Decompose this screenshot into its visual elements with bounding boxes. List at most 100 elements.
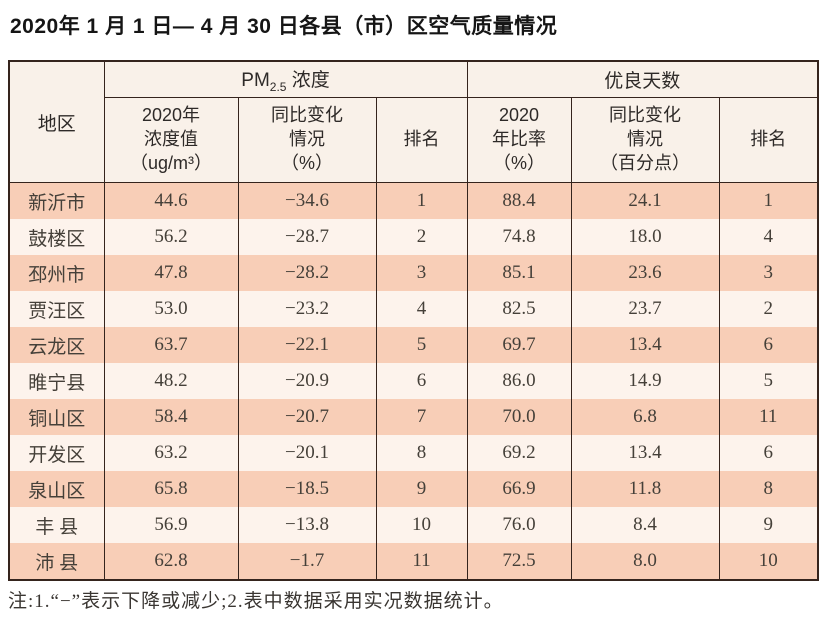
column-header-region: 地区 [8,60,105,183]
good-change-cell: 8.0 [570,543,720,580]
good-change-cell: 13.4 [570,327,720,363]
table-header: 地区 PM2.5 浓度 优良天数 2020年 浓度值 （ug/m³） 同比变化 … [8,60,819,183]
pm-change-cell: −34.6 [237,182,377,219]
table-row: 泉山区 65.8 −18.5 9 66.9 11.8 8 [8,471,819,507]
good-rate-cell: 69.2 [466,435,572,471]
pm-change-cell: −23.2 [237,291,377,327]
table-row: 开发区 63.2 −20.1 8 69.2 13.4 6 [8,435,819,471]
region-cell: 沛 县 [8,543,105,580]
region-cell: 泉山区 [8,471,105,507]
pm-value-cell: 56.2 [103,219,239,255]
good-change-cell: 11.8 [570,471,720,507]
good-rate-cell: 88.4 [466,182,572,219]
good-rate-cell: 76.0 [466,507,572,543]
region-cell: 邳州市 [8,255,105,291]
pm-rank-cell: 11 [375,543,468,580]
pm-label: PM [241,70,270,92]
good-change-cell: 23.6 [570,255,720,291]
good-rate-cell: 70.0 [466,399,572,435]
good-rate-cell: 72.5 [466,543,572,580]
good-change-cell: 8.4 [570,507,720,543]
pm-value-cell: 65.8 [103,471,239,507]
table-row: 贾汪区 53.0 −23.2 4 82.5 23.7 2 [8,291,819,327]
pm-value-cell: 53.0 [103,291,239,327]
good-change-cell: 13.4 [570,435,720,471]
good-change-cell: 24.1 [570,182,720,219]
pm-rank-cell: 9 [375,471,468,507]
good-change-cell: 18.0 [570,219,720,255]
region-cell: 鼓楼区 [8,219,105,255]
column-header-good-change: 同比变化 情况 （百分点） [570,97,720,183]
column-header-good-rank: 排名 [718,97,819,183]
column-header-pm-change: 同比变化 情况 （%） [237,97,377,183]
column-header-good-rate: 2020 年比率 （%） [466,97,572,183]
good-rank-cell: 11 [718,399,819,435]
column-group-pm25: PM2.5 浓度 [103,60,468,98]
region-cell: 开发区 [8,435,105,471]
page-title: 2020年 1 月 1 日— 4 月 30 日各县（市）区空气质量情况 [10,15,558,38]
region-cell: 睢宁县 [8,363,105,399]
footnote: 注:1.“−”表示下降或减少;2.表中数据采用实况数据统计。 [8,591,504,612]
table-body: 新沂市 44.6 −34.6 1 88.4 24.1 1 鼓楼区 56.2 −2… [8,182,819,580]
pm-change-cell: −22.1 [237,327,377,363]
good-change-cell: 23.7 [570,291,720,327]
good-rate-cell: 66.9 [466,471,572,507]
region-cell: 丰 县 [8,507,105,543]
pm-rank-cell: 5 [375,327,468,363]
pm-change-cell: −20.1 [237,435,377,471]
good-rank-cell: 1 [718,182,819,219]
pm-value-cell: 62.8 [103,543,239,580]
air-quality-table: 地区 PM2.5 浓度 优良天数 2020年 浓度值 （ug/m³） 同比变化 … [8,60,820,581]
pm-rank-cell: 10 [375,507,468,543]
pm-rank-cell: 6 [375,363,468,399]
table-row: 云龙区 63.7 −22.1 5 69.7 13.4 6 [8,327,819,363]
good-rank-cell: 2 [718,291,819,327]
column-header-pm-rank: 排名 [375,97,468,183]
good-rank-cell: 6 [718,435,819,471]
table-row: 睢宁县 48.2 −20.9 6 86.0 14.9 5 [8,363,819,399]
pm-group-suffix: 浓度 [286,70,330,92]
good-rank-cell: 8 [718,471,819,507]
pm-value-cell: 63.7 [103,327,239,363]
region-cell: 云龙区 [8,327,105,363]
good-change-cell: 14.9 [570,363,720,399]
table-row: 丰 县 56.9 −13.8 10 76.0 8.4 9 [8,507,819,543]
region-cell: 贾汪区 [8,291,105,327]
pm-value-cell: 58.4 [103,399,239,435]
pm-change-cell: −20.7 [237,399,377,435]
pm-change-cell: −28.7 [237,219,377,255]
good-rate-cell: 85.1 [466,255,572,291]
pm-value-cell: 63.2 [103,435,239,471]
pm-rank-cell: 2 [375,219,468,255]
region-cell: 铜山区 [8,399,105,435]
column-header-pm-value: 2020年 浓度值 （ug/m³） [103,97,239,183]
pm-change-cell: −18.5 [237,471,377,507]
sub-header-row: 2020年 浓度值 （ug/m³） 同比变化 情况 （%） 排名 2020 年比… [9,97,819,183]
pm-value-cell: 56.9 [103,507,239,543]
good-rate-cell: 86.0 [466,363,572,399]
table-row: 铜山区 58.4 −20.7 7 70.0 6.8 11 [8,399,819,435]
good-change-cell: 6.8 [570,399,720,435]
pm-value-cell: 48.2 [103,363,239,399]
pm-change-cell: −28.2 [237,255,377,291]
pm-value-cell: 44.6 [103,182,239,219]
table-row: 沛 县 62.8 −1.7 11 72.5 8.0 10 [8,543,819,580]
pm-rank-cell: 4 [375,291,468,327]
pm-rank-cell: 1 [375,182,468,219]
good-rate-cell: 74.8 [466,219,572,255]
group-header-row: 地区 PM2.5 浓度 优良天数 [8,60,819,183]
pm-subscript: 2.5 [269,79,287,94]
good-rate-cell: 69.7 [466,327,572,363]
region-cell: 新沂市 [8,182,105,219]
good-rank-cell: 6 [718,327,819,363]
pm-rank-cell: 7 [375,399,468,435]
good-rank-cell: 4 [718,219,819,255]
table-row: 邳州市 47.8 −28.2 3 85.1 23.6 3 [8,255,819,291]
good-rank-cell: 10 [718,543,819,580]
good-rate-cell: 82.5 [466,291,572,327]
pm-rank-cell: 8 [375,435,468,471]
pm-value-cell: 47.8 [103,255,239,291]
good-rank-cell: 3 [718,255,819,291]
pm-rank-cell: 3 [375,255,468,291]
